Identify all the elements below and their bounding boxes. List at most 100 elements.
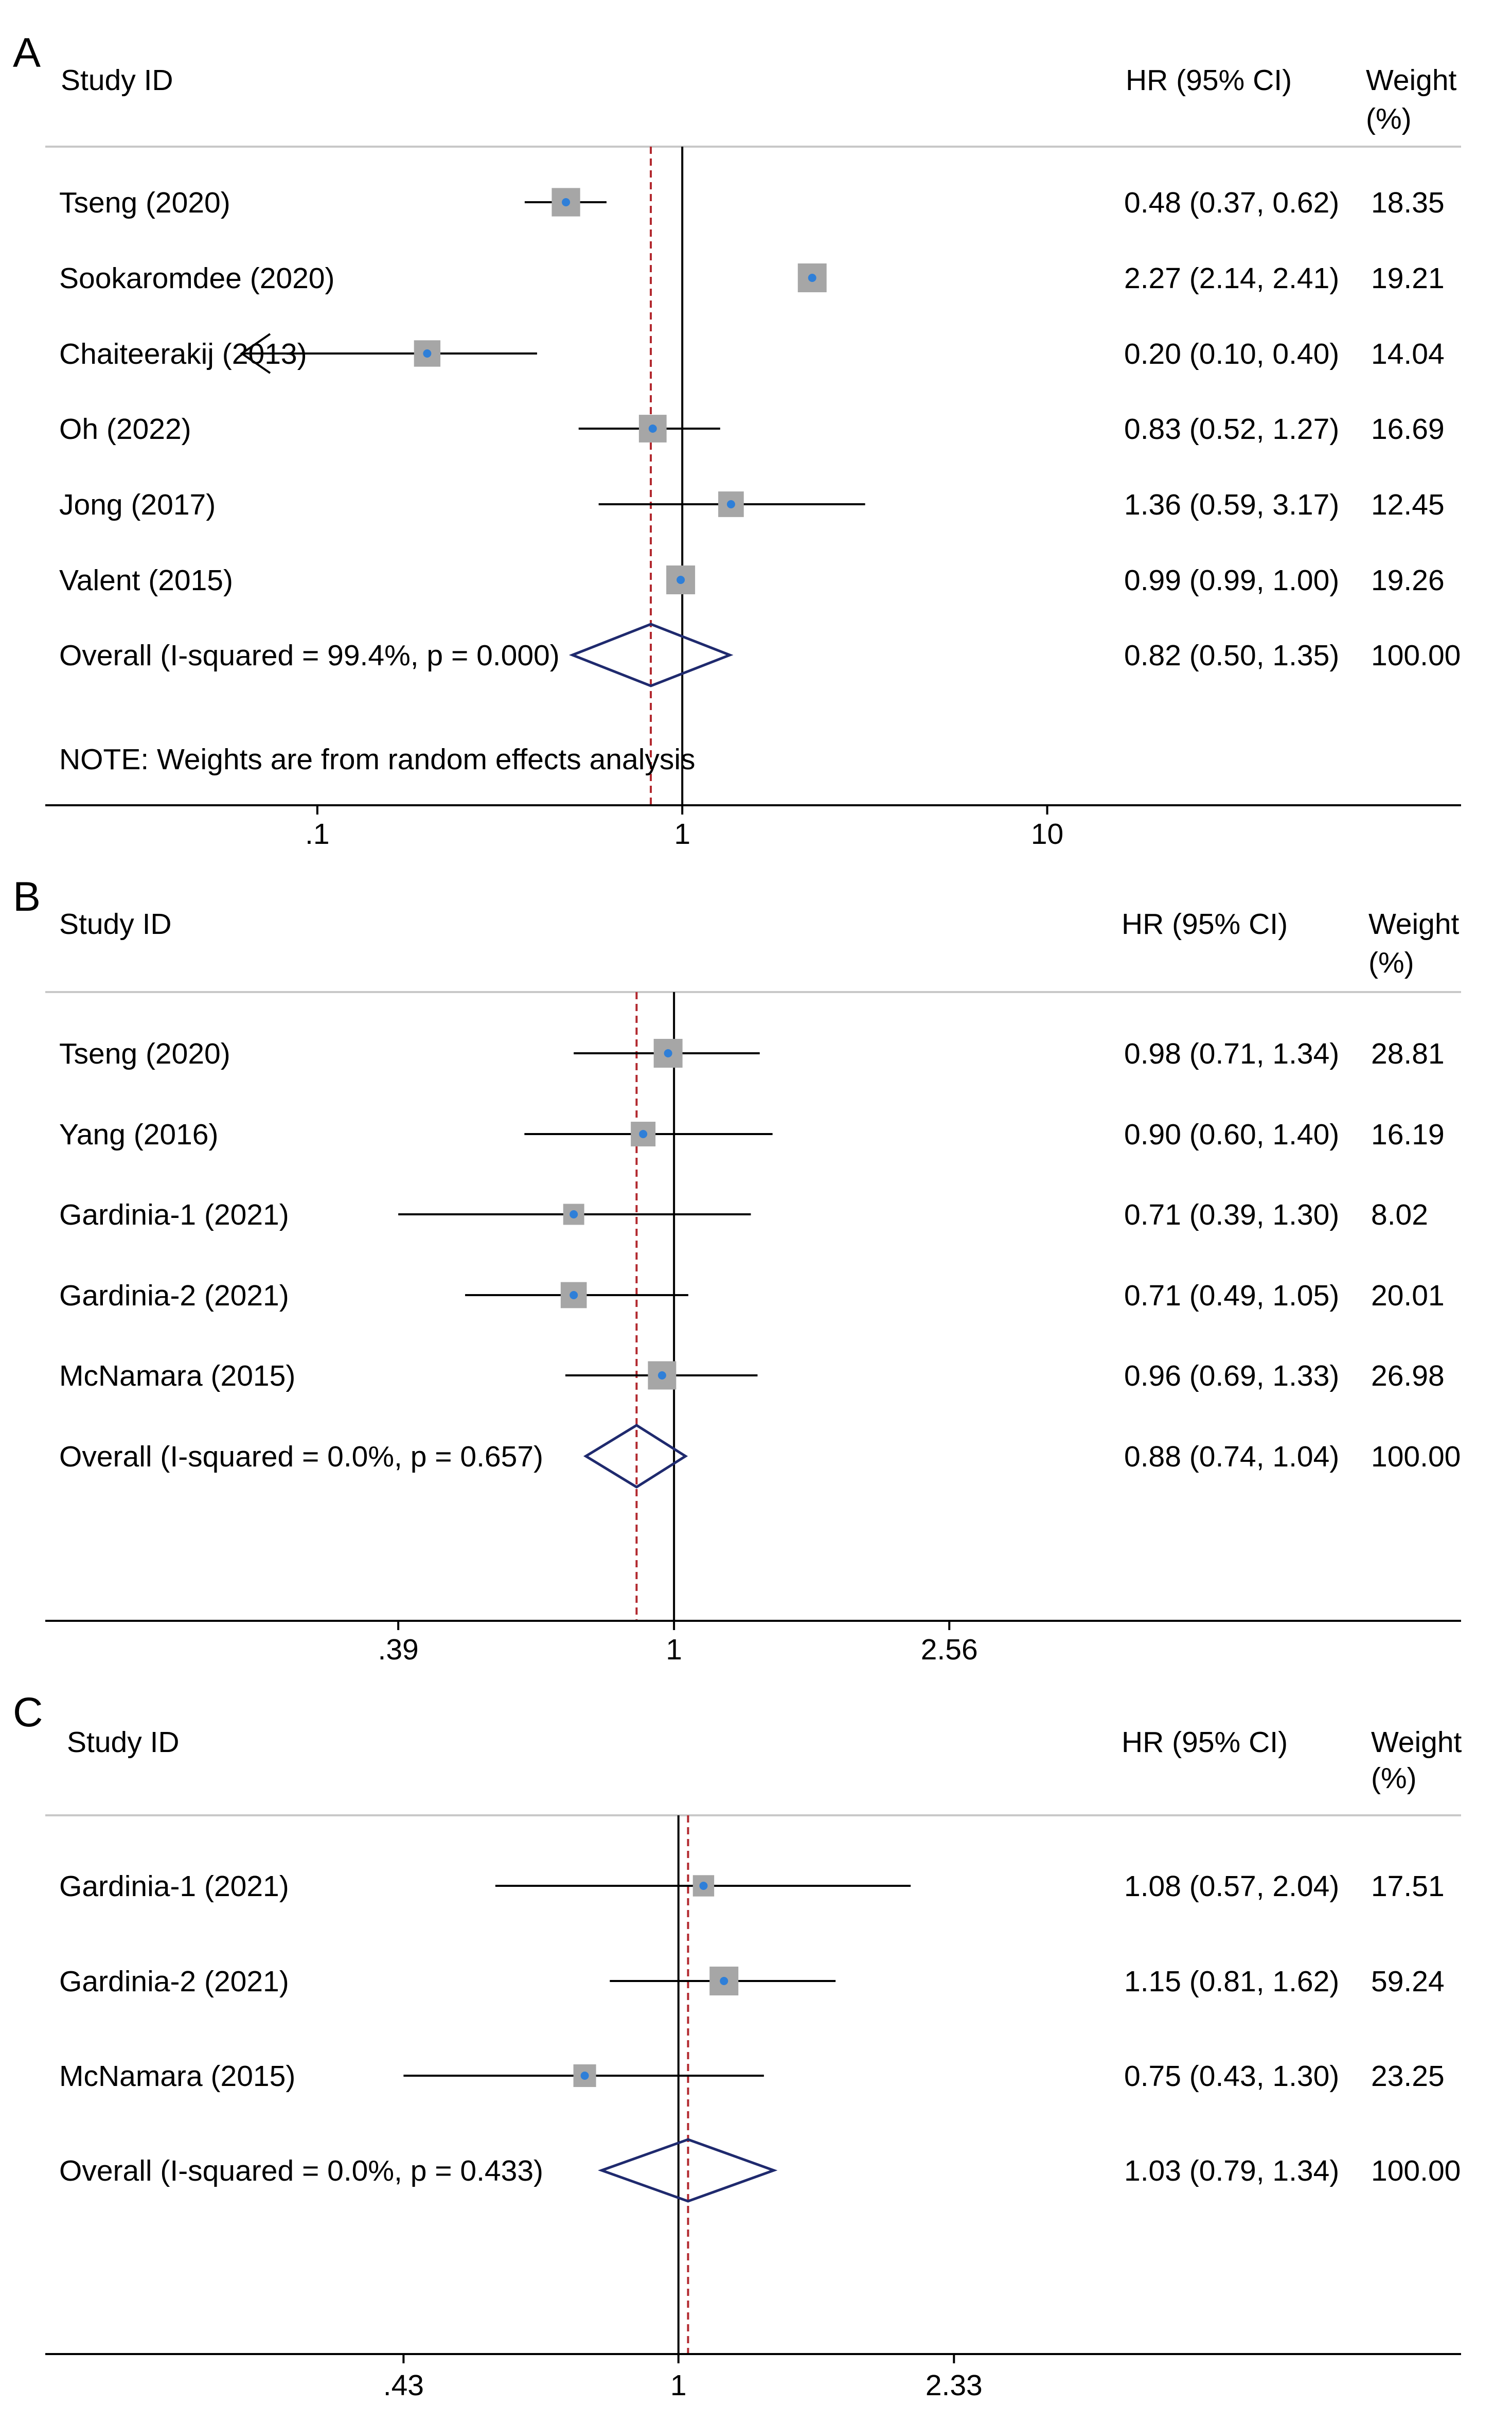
study-weight: 19.26 [1371, 564, 1445, 597]
header-weight-unit: (%) [1366, 102, 1412, 135]
header-study-id: Study ID [67, 1726, 180, 1759]
study-label: Jong (2017) [59, 488, 216, 521]
study-row: Gardinia-1 (2021) 1.08 (0.57, 2.04) 17.51 [59, 1870, 1445, 1903]
study-row: Valent (2015) 0.99 (0.99, 1.00) 19.26 [59, 564, 1445, 597]
study-hr-ci: 2.27 (2.14, 2.41) [1124, 262, 1339, 295]
study-label: Gardinia-1 (2021) [59, 1198, 289, 1231]
point-estimate [580, 2072, 589, 2080]
point-estimate [720, 1977, 728, 1985]
overall-label: Overall (I-squared = 0.0%, p = 0.657) [59, 1440, 543, 1473]
point-estimate [657, 1371, 666, 1379]
point-estimate [677, 576, 685, 584]
panel-letter: C [13, 1689, 43, 1736]
study-hr-ci: 0.99 (0.99, 1.00) [1124, 564, 1339, 597]
study-hr-ci: 0.75 (0.43, 1.30) [1124, 2060, 1339, 2093]
overall-hr-ci: 1.03 (0.79, 1.34) [1124, 2154, 1339, 2187]
study-label: Tseng (2020) [59, 1037, 230, 1070]
study-weight: 28.81 [1371, 1037, 1445, 1070]
study-weight: 16.69 [1371, 413, 1445, 446]
point-estimate [664, 1049, 672, 1057]
study-weight: 18.35 [1371, 186, 1445, 219]
study-hr-ci: 1.15 (0.81, 1.62) [1124, 1965, 1339, 1998]
study-weight: 12.45 [1371, 488, 1445, 521]
overall-label: Overall (I-squared = 99.4%, p = 0.000) [59, 639, 560, 672]
study-row: Gardinia-2 (2021) 1.15 (0.81, 1.62) 59.24 [59, 1965, 1445, 1998]
study-label: Yang (2016) [59, 1118, 219, 1151]
weights-note: NOTE: Weights are from random effects an… [59, 743, 696, 776]
overall-row: Overall (I-squared = 99.4%, p = 0.000) 0.… [59, 623, 1461, 687]
overall-hr-ci: 0.88 (0.74, 1.04) [1124, 1440, 1339, 1473]
x-tick-label: 1 [670, 2369, 687, 2402]
study-label: McNamara (2015) [59, 2060, 295, 2093]
x-tick-label: .43 [383, 2369, 424, 2402]
point-estimate [423, 349, 432, 358]
study-row: Tseng (2020) 0.98 (0.71, 1.34) 28.81 [59, 1037, 1445, 1070]
x-tick-label: 10 [1031, 818, 1063, 851]
point-estimate [570, 1210, 578, 1218]
study-label: Gardinia-2 (2021) [59, 1965, 289, 1998]
point-estimate [699, 1882, 708, 1890]
study-row: McNamara (2015) 0.96 (0.69, 1.33) 26.98 [59, 1359, 1445, 1392]
study-label: McNamara (2015) [59, 1359, 295, 1392]
study-row: Gardinia-2 (2021) 0.71 (0.49, 1.05) 20.01 [59, 1279, 1445, 1312]
study-label: Sookaromdee (2020) [59, 262, 335, 295]
study-label: Tseng (2020) [59, 186, 230, 219]
study-weight: 59.24 [1371, 1965, 1445, 1998]
overall-weight: 100.00 [1371, 2154, 1461, 2187]
overall-diamond [598, 2138, 778, 2203]
study-row: Chaiteerakij (2013) 0.20 (0.10, 0.40) 14.0… [59, 333, 1445, 374]
study-hr-ci: 1.36 (0.59, 3.17) [1124, 488, 1339, 521]
header-weight: Weight [1366, 64, 1457, 97]
study-hr-ci: 1.08 (0.57, 2.04) [1124, 1870, 1339, 1903]
overall-weight: 100.00 [1371, 639, 1461, 672]
x-tick-label: .39 [378, 1633, 419, 1666]
study-weight: 14.04 [1371, 338, 1445, 370]
study-weight: 17.51 [1371, 1870, 1445, 1903]
point-estimate [648, 425, 657, 433]
study-hr-ci: 0.48 (0.37, 0.62) [1124, 186, 1339, 219]
study-weight: 19.21 [1371, 262, 1445, 295]
panel-letter: A [13, 30, 41, 76]
overall-row: Overall (I-squared = 0.0%, p = 0.657) 0.8… [59, 1424, 1461, 1489]
study-weight: 8.02 [1371, 1198, 1428, 1231]
study-row: Oh (2022) 0.83 (0.52, 1.27) 16.69 [59, 413, 1445, 446]
study-row: McNamara (2015) 0.75 (0.43, 1.30) 23.25 [59, 2060, 1445, 2093]
study-row: Sookaromdee (2020) 2.27 (2.14, 2.41) 19.21 [59, 262, 1445, 295]
study-row: Gardinia-1 (2021) 0.71 (0.39, 1.30) 8.02 [59, 1198, 1428, 1231]
study-label: Gardinia-2 (2021) [59, 1279, 289, 1312]
point-estimate [808, 274, 816, 282]
header-weight: Weight [1371, 1726, 1462, 1759]
overall-diamond [568, 623, 734, 687]
study-label: Valent (2015) [59, 564, 233, 597]
study-hr-ci: 0.98 (0.71, 1.34) [1124, 1037, 1339, 1070]
study-row: Tseng (2020) 0.48 (0.37, 0.62) 18.35 [59, 186, 1445, 219]
header-hr-ci: HR (95% CI) [1126, 64, 1292, 97]
overall-row: Overall (I-squared = 0.0%, p = 0.433) 1.0… [59, 2138, 1461, 2203]
header-hr-ci: HR (95% CI) [1122, 1726, 1288, 1759]
study-hr-ci: 0.71 (0.39, 1.30) [1124, 1198, 1339, 1231]
study-hr-ci: 0.83 (0.52, 1.27) [1124, 413, 1339, 446]
x-tick-label: .1 [305, 818, 330, 851]
study-label: Gardinia-1 (2021) [59, 1870, 289, 1903]
point-estimate [726, 500, 735, 508]
x-tick-label: 2.33 [926, 2369, 983, 2402]
ci-truncation-arrow [240, 333, 271, 374]
point-estimate [562, 198, 571, 206]
study-row: Jong (2017) 1.36 (0.59, 3.17) 12.45 [59, 488, 1445, 521]
study-hr-ci: 0.90 (0.60, 1.40) [1124, 1118, 1339, 1151]
study-hr-ci: 0.20 (0.10, 0.40) [1124, 338, 1339, 370]
overall-weight: 100.00 [1371, 1440, 1461, 1473]
x-tick-label: 1 [674, 818, 690, 851]
x-tick-label: 2.56 [921, 1633, 978, 1666]
header-hr-ci: HR (95% CI) [1122, 908, 1288, 941]
header-weight: Weight [1368, 908, 1460, 941]
point-estimate [570, 1291, 578, 1299]
study-weight: 16.19 [1371, 1118, 1445, 1151]
overall-diamond [583, 1424, 688, 1489]
header-study-id: Study ID [61, 64, 173, 97]
panel-letter: B [13, 874, 41, 920]
study-hr-ci: 0.71 (0.49, 1.05) [1124, 1279, 1339, 1312]
header-weight-unit: (%) [1368, 946, 1414, 979]
forest-panel-a: A Study ID HR (95% CI) Weight (%) .1 1 10 Tseng … [13, 30, 1461, 851]
